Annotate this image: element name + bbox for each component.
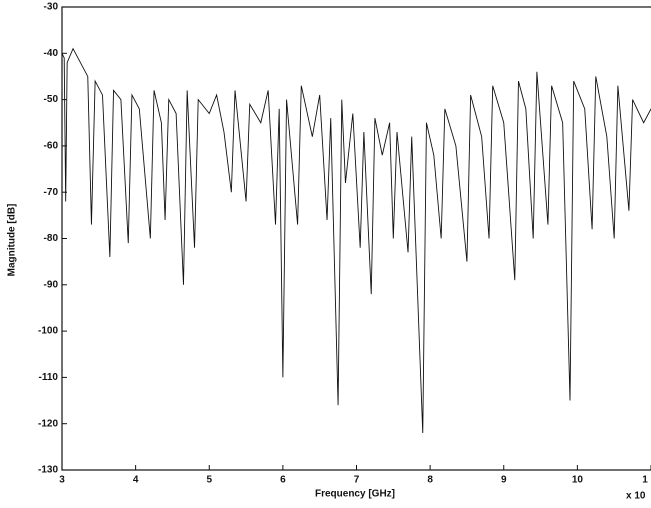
x-tick-label: 1 <box>642 475 648 486</box>
y-tick-label: -40 <box>44 48 59 59</box>
y-tick-label: -60 <box>44 141 59 152</box>
x-tick-label: 9 <box>501 475 507 486</box>
y-tick-label: -100 <box>38 326 58 337</box>
x-tick-label: 7 <box>354 475 360 486</box>
y-axis-label: Magnitude [dB] <box>7 204 18 277</box>
x-tick-label: 8 <box>427 475 433 486</box>
x-tick-label: 3 <box>59 475 65 486</box>
x-tick-label: 5 <box>206 475 212 486</box>
y-tick-label: -80 <box>44 233 59 244</box>
y-tick-label: -130 <box>38 465 58 476</box>
y-tick-label: -30 <box>44 2 59 13</box>
y-tick-label: -50 <box>44 94 59 105</box>
y-tick-label: -120 <box>38 418 58 429</box>
y-tick-label: -110 <box>39 372 59 383</box>
x-tick-label: 10 <box>572 475 584 486</box>
x-tick-label: 6 <box>280 475 286 486</box>
x-axis-label: Frequency [GHz] <box>315 489 395 500</box>
x-tick-label: 4 <box>133 475 139 486</box>
y-tick-label: -70 <box>44 187 59 198</box>
x-multiplier: x 10 <box>626 491 646 502</box>
data-line <box>61 47 651 433</box>
y-tick-label: -90 <box>44 279 59 290</box>
